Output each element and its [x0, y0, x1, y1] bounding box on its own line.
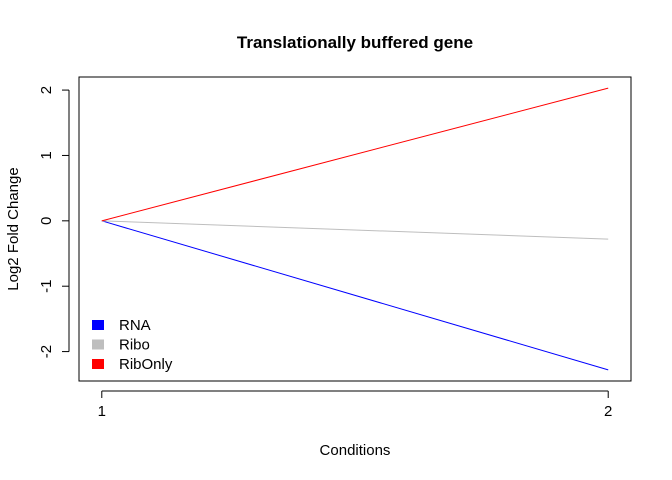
y-axis-label: Log2 Fold Change	[5, 167, 22, 290]
y-axis: -2 -1 0 1 2	[38, 86, 70, 358]
y-tick-label: -2	[38, 345, 55, 358]
legend: RNA Ribo RibOnly	[92, 317, 173, 373]
legend-swatch-ribo	[92, 339, 104, 350]
series-line-rna	[101, 220, 609, 371]
series-line-ribo	[101, 220, 609, 240]
legend-swatch-rna	[92, 320, 104, 330]
series-line-ribonly	[101, 87, 609, 222]
y-tick-label: 2	[38, 86, 55, 94]
x-tick-label: 1	[98, 403, 106, 420]
x-axis-label: Conditions	[320, 442, 391, 459]
legend-label-ribonly: RibOnly	[119, 356, 173, 373]
legend-label-ribo: Ribo	[119, 337, 150, 354]
x-tick-label: 2	[604, 403, 612, 420]
legend-swatch-ribonly	[92, 359, 104, 369]
y-tick-label: 1	[38, 151, 55, 159]
plot-box	[78, 76, 632, 382]
series-layer	[101, 87, 609, 371]
chart-title: Translationally buffered gene	[237, 33, 473, 52]
legend-label-rna: RNA	[119, 317, 151, 334]
y-tick-label: 0	[38, 217, 55, 225]
y-tick-label: -1	[38, 280, 55, 293]
